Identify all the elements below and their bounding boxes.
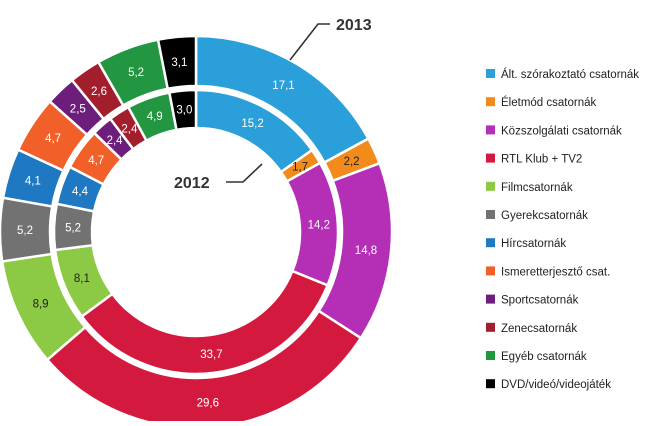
inner-label-egyeb-csatornak: 4,9 [147,111,163,123]
inner-label-ismeretterjeszto-csat: 4,7 [88,155,104,167]
slice-labels: 17,1 2,2 14,8 29,6 8,9 5,2 4,1 4,7 2,5 2,6 5,2 3,1 1… [17,57,377,410]
inner-slice-rtl-klub-tv2 [80,269,330,376]
legend-label-sportcsatornak: Sportcsatornák [501,295,579,307]
outer-label-filmcsatornak: 8,9 [33,298,49,310]
legend-swatch-dvd-video-videojatek [486,379,495,389]
outer-label-dvd-video-videojatek: 3,1 [171,57,187,69]
outer-label-ismeretterjeszto-csat: 4,7 [45,133,61,145]
inner-label-filmcsatornak: 8,1 [74,273,90,285]
legend: Ált. szórakoztató csatornák Életmód csato… [486,68,639,391]
legend-label-gyerekcsatornak: Gyerekcsatornák [501,210,588,222]
inner-label-eletmod-csatornak: 1,7 [292,162,308,174]
legend-swatch-ismeretterjeszto-csat [486,266,495,276]
legend-swatch-sportcsatornak [486,294,495,304]
outer-label-kozszolgalati-csatornak: 14,8 [355,245,377,257]
inner-label-kozszolgalati-csatornak: 14,2 [308,220,330,232]
outer-label-rtl-klub-tv2: 29,6 [197,398,219,410]
inner-label-dvd-video-videojatek: 3,0 [176,105,192,117]
legend-label-dvd-video-videojatek: DVD/videó/videojáték [501,379,611,391]
donut-rings [0,34,394,426]
legend-label-egyeb-csatornak: Egyéb csatornák [501,351,587,363]
outer-label-egyeb-csatornak: 5,2 [128,67,144,79]
legend-label-alt-szorakoztato-csatornak: Ált. szórakoztató csatornák [501,68,639,81]
legend-swatch-alt-szorakoztato-csatornak [486,69,495,78]
legend-label-zenecsatornak: Zenecsatornák [501,323,577,335]
legend-label-eletmod-csatornak: Életmód csatornák [501,96,596,109]
inner-label-hircsatornak: 4,4 [72,186,89,198]
legend-label-kozszolgalati-csatornak: Közszolgálati csatornák [501,125,622,137]
year-2012-leader [226,163,263,183]
legend-swatch-zenecsatornak [486,322,495,332]
year-2013-leader [289,23,330,61]
outer-label-sportcsatornak: 2,5 [70,104,86,116]
inner-slice-dvd-video-videojatek [167,88,198,132]
outer-slice-dvd-video-videojatek [156,34,198,91]
outer-slice-rtl-klub-tv2 [45,309,363,426]
outer-label-alt-szorakoztato-csatornak: 17,1 [272,80,294,92]
outer-label-eletmod-csatornak: 2,2 [344,156,360,168]
inner-label-sportcsatornak: 2,4 [107,135,124,147]
legend-label-rtl-klub-tv2: RTL Klub + TV2 [501,154,582,166]
outer-label-hircsatornak: 4,1 [25,176,41,188]
legend-swatch-eletmod-csatornak [486,97,495,107]
year-2012-label: 2012 [174,175,210,192]
legend-swatch-rtl-klub-tv2 [486,153,495,163]
legend-swatch-filmcsatornak [486,181,495,191]
legend-swatch-egyeb-csatornak [486,351,495,360]
year-annotations: 2013 2012 [174,17,372,192]
inner-label-gyerekcsatornak: 5,2 [65,223,81,235]
inner-label-zenecsatornak: 2,4 [121,124,138,136]
inner-label-alt-szorakoztato-csatornak: 15,2 [241,118,263,130]
outer-label-zenecsatornak: 2,6 [91,86,107,98]
outer-label-gyerekcsatornak: 5,2 [17,225,33,237]
legend-swatch-kozszolgalati-csatornak [486,125,495,135]
legend-label-hircsatornak: Hírcsatornák [501,238,566,250]
legend-label-filmcsatornak: Filmcsatornák [501,182,573,194]
legend-swatch-hircsatornak [486,238,495,248]
legend-label-ismeretterjeszto-csat: Ismeretterjesztő csat. [501,266,610,278]
inner-label-rtl-klub-tv2: 33,7 [200,349,222,361]
legend-swatch-gyerekcsatornak [486,210,495,219]
year-2013-label: 2013 [336,17,372,34]
